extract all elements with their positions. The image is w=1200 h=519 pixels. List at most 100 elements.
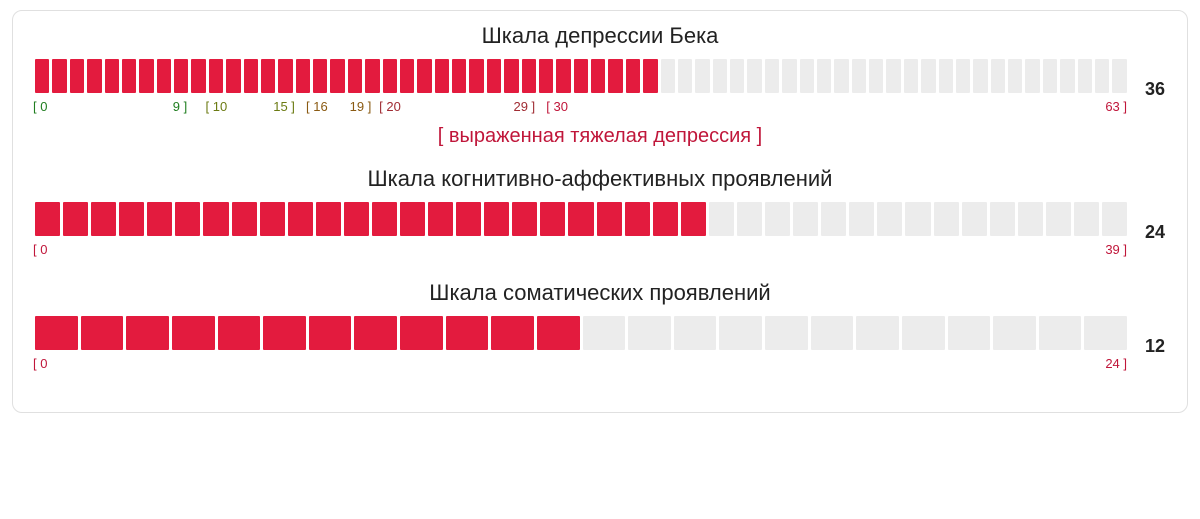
bar-segment <box>105 59 119 93</box>
bar-segment <box>556 59 570 93</box>
bar-segment <box>435 59 449 93</box>
bar-segment <box>902 316 945 350</box>
bar-segment <box>296 59 310 93</box>
bar-segment <box>1060 59 1074 93</box>
bar-segment <box>793 202 818 236</box>
bar-segment <box>713 59 727 93</box>
bar-segment <box>1018 202 1043 236</box>
bar-segment <box>869 59 883 93</box>
bar-segment <box>122 59 136 93</box>
bar-segment <box>512 202 537 236</box>
bar-segment <box>400 59 414 93</box>
bar-segment <box>446 316 489 350</box>
bar-segment <box>765 202 790 236</box>
bar-segment <box>316 202 341 236</box>
bar-segment <box>628 316 671 350</box>
bar-segment <box>1074 202 1099 236</box>
bar-segment <box>921 59 935 93</box>
bar-segment <box>344 202 369 236</box>
bar-segment <box>993 316 1036 350</box>
bar-segment <box>681 202 706 236</box>
bar-segment <box>330 59 344 93</box>
axis-tick: 19 ] <box>350 99 372 114</box>
bar-wrap: [ 024 ] <box>35 316 1127 376</box>
axis-tick: 15 ] <box>273 99 295 114</box>
bar-segment <box>574 59 588 93</box>
axis-tick: [ 30 <box>546 99 568 114</box>
bar-segment <box>63 202 88 236</box>
bar-segment <box>782 59 796 93</box>
bar-segment <box>209 59 223 93</box>
bar-segment <box>973 59 987 93</box>
bar-segment <box>709 202 734 236</box>
bar-segment <box>1095 59 1109 93</box>
bar-segment <box>52 59 66 93</box>
bar-segment <box>175 202 200 236</box>
score-value: 36 <box>1137 79 1165 100</box>
bar-segment <box>834 59 848 93</box>
bar-segment <box>583 316 626 350</box>
bar-segment <box>365 59 379 93</box>
axis-tick: [ 0 <box>33 242 47 257</box>
bar-segment <box>1084 316 1127 350</box>
scale-title: Шкала когнитивно-аффективных проявлений <box>35 166 1165 192</box>
bar-segment <box>886 59 900 93</box>
bar-segment <box>608 59 622 93</box>
bar-segment <box>765 316 808 350</box>
axis-tick: [ 0 <box>33 99 47 114</box>
axis-tick: 29 ] <box>513 99 535 114</box>
bar-segment <box>372 202 397 236</box>
bar-segment <box>568 202 593 236</box>
bar-segment <box>904 59 918 93</box>
bar-segment <box>643 59 657 93</box>
bar-row: [ 024 ]12 <box>35 316 1165 376</box>
bar-wrap: [ 0 9 ] [ 10 15 ] [ 16 19 ] [ 20 29 ] [ 30 63 ] <box>35 59 1127 119</box>
axis-tick: [ 16 <box>306 99 328 114</box>
bar-segment <box>522 59 536 93</box>
bar-segment <box>934 202 959 236</box>
bar-segment <box>203 202 228 236</box>
bar-segment <box>139 59 153 93</box>
bar-segment <box>661 59 675 93</box>
bar-segment <box>800 59 814 93</box>
bar-segment <box>1046 202 1071 236</box>
axis-tick: 63 ] <box>1105 99 1127 114</box>
bar-segment <box>157 59 171 93</box>
bar-segment <box>126 316 169 350</box>
bar-track <box>35 316 1127 350</box>
axis-tick: 24 ] <box>1105 356 1127 371</box>
bar-segment <box>877 202 902 236</box>
bar-segment <box>417 59 431 93</box>
bar-segment <box>737 202 762 236</box>
axis: [ 0 9 ] [ 10 15 ] [ 16 19 ] [ 20 29 ] [ 30 63 ] <box>35 99 1127 119</box>
bar-segment <box>747 59 761 93</box>
bar-wrap: [ 039 ] <box>35 202 1127 262</box>
bar-segment <box>852 59 866 93</box>
bar-segment <box>765 59 779 93</box>
bar-segment <box>348 59 362 93</box>
bar-segment <box>288 202 313 236</box>
bar-segment <box>990 202 1015 236</box>
bar-segment <box>991 59 1005 93</box>
bar-segment <box>905 202 930 236</box>
bar-segment <box>484 202 509 236</box>
bar-segment <box>1043 59 1057 93</box>
bar-row: [ 039 ]24 <box>35 202 1165 262</box>
axis-tick: [ 10 <box>206 99 228 114</box>
bar-segment <box>504 59 518 93</box>
bar-segment <box>856 316 899 350</box>
bar-segment <box>625 202 650 236</box>
bar-segment <box>491 316 534 350</box>
bar-segment <box>1078 59 1092 93</box>
bar-track <box>35 202 1127 236</box>
bar-segment <box>70 59 84 93</box>
axis-tick: [ 20 <box>379 99 401 114</box>
scale-title: Шкала соматических проявлений <box>35 280 1165 306</box>
axis-tick: 9 ] <box>173 99 187 114</box>
bar-segment <box>119 202 144 236</box>
bar-segment <box>35 316 78 350</box>
bar-segment <box>244 59 258 93</box>
bar-segment <box>456 202 481 236</box>
scale-title: Шкала депрессии Бека <box>35 23 1165 49</box>
bar-segment <box>81 316 124 350</box>
